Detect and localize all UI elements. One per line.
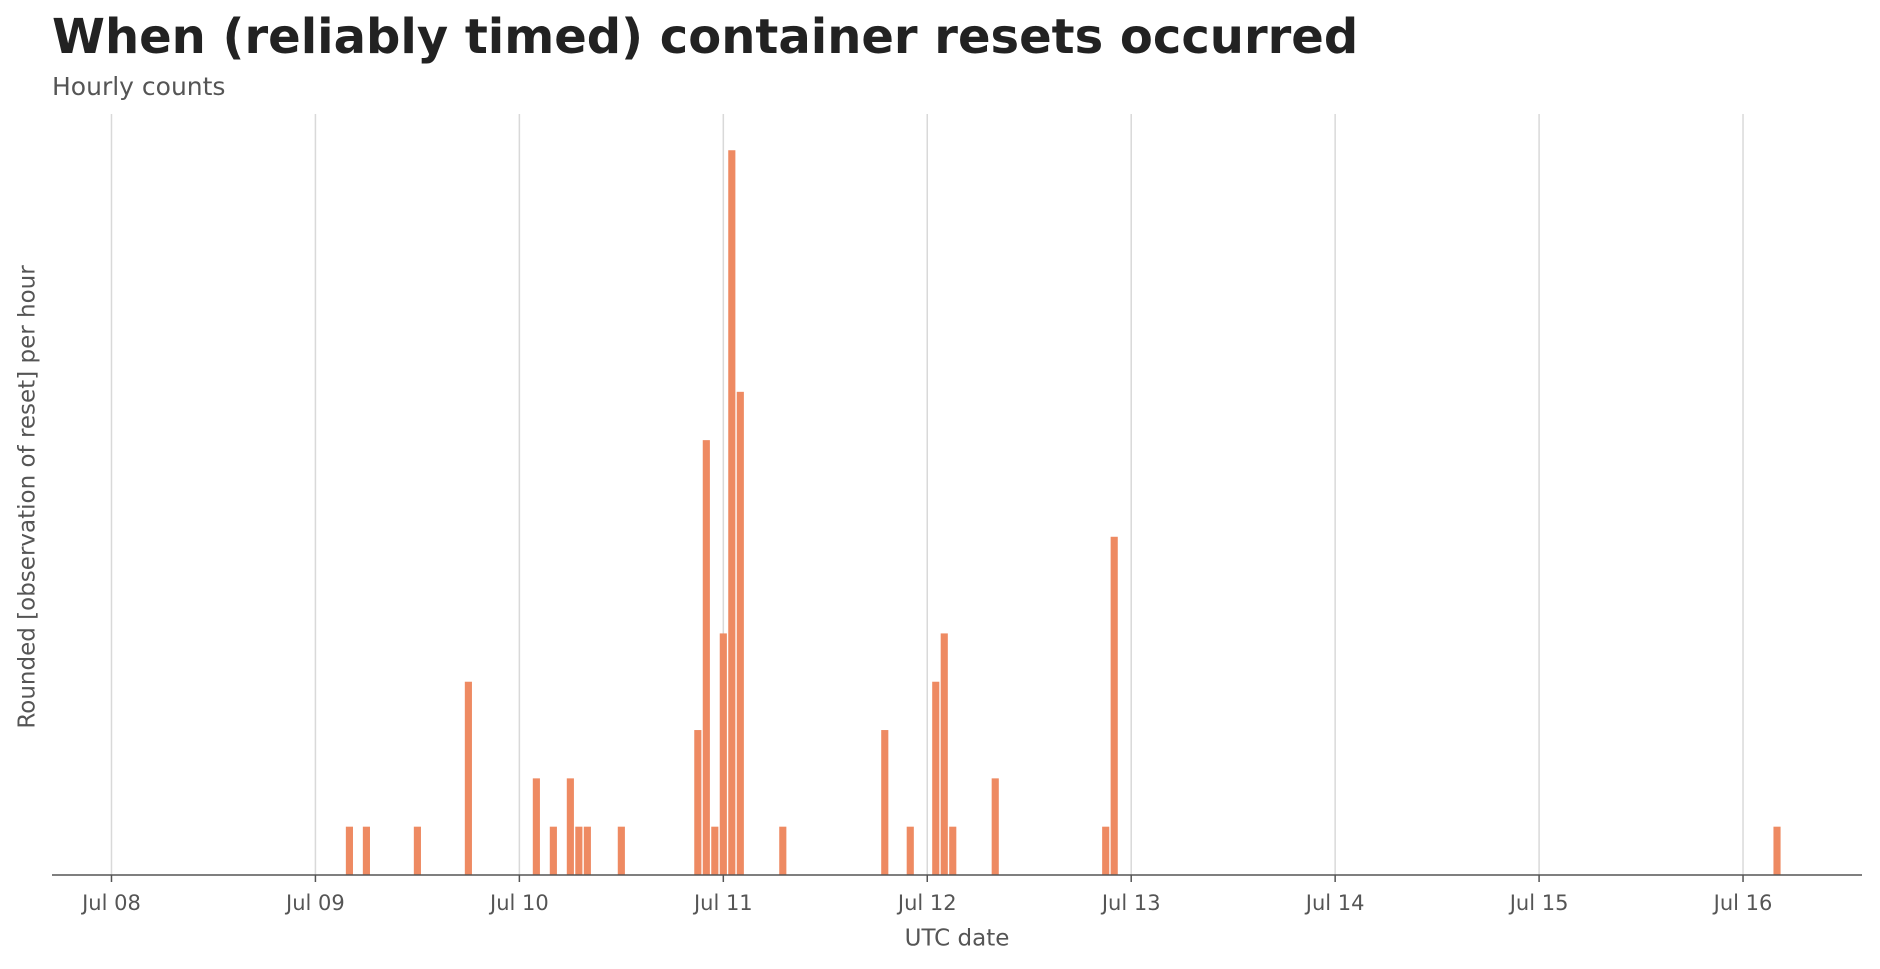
- bar: [1773, 826, 1781, 875]
- bar: [1102, 826, 1110, 875]
- x-tick-label: Jul 15: [1508, 891, 1569, 915]
- x-tick-label: Jul 14: [1304, 891, 1365, 915]
- chart-title: When (reliably timed) container resets o…: [52, 9, 1358, 65]
- bar: [413, 826, 421, 875]
- bar: [464, 681, 472, 875]
- x-tick-label: Jul 08: [80, 891, 141, 915]
- bar: [906, 826, 914, 875]
- x-tick-label: Jul 12: [896, 891, 957, 915]
- bar: [532, 778, 540, 875]
- bar: [940, 633, 948, 875]
- x-tick-label: Jul 13: [1100, 891, 1161, 915]
- x-tick-label: Jul 10: [488, 891, 549, 915]
- bar: [575, 826, 583, 875]
- bar: [949, 826, 957, 875]
- bar: [549, 826, 557, 875]
- bar: [566, 778, 574, 875]
- bar: [711, 826, 719, 875]
- bar: [694, 730, 702, 875]
- bar: [728, 150, 736, 875]
- bar: [719, 633, 727, 875]
- bar: [583, 826, 591, 875]
- bar: [736, 391, 744, 875]
- y-axis-label: Rounded [observation of reset] per hour: [15, 265, 41, 729]
- x-tick-label: Jul 16: [1712, 891, 1773, 915]
- bar: [991, 778, 999, 875]
- bar: [617, 826, 625, 875]
- bar: [362, 826, 370, 875]
- bar: [881, 730, 889, 875]
- x-tick-label: Jul 09: [284, 891, 345, 915]
- bar: [932, 681, 940, 875]
- bar: [779, 826, 787, 875]
- x-tick-label: Jul 11: [692, 891, 753, 915]
- bar: [1110, 536, 1118, 875]
- bar: [345, 826, 353, 875]
- bar: [702, 440, 710, 875]
- x-axis-label: UTC date: [905, 926, 1010, 952]
- chart-subtitle: Hourly counts: [52, 72, 225, 101]
